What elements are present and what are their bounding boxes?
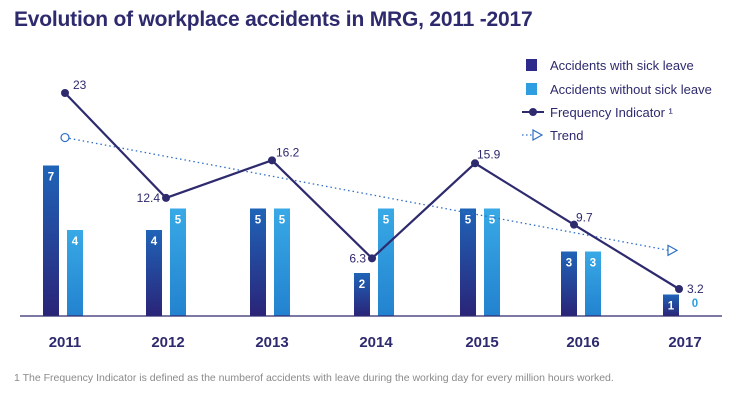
frequency-point-2014: [368, 254, 376, 263]
bar-label-no-sick-leave-2013: 5: [279, 215, 286, 227]
x-axis-labels: 2011 2012 2013 2014 2015 2016 2017: [49, 334, 702, 351]
bar-label-no-sick-leave-2017: 0: [692, 298, 698, 310]
bar-no-sick-leave-2011: [67, 230, 83, 316]
bar-sick-leave-2014: [354, 273, 370, 316]
bar-sick-leave-2012: [146, 230, 162, 316]
bar-label-sick-leave-2013: 5: [255, 215, 262, 227]
legend-swatch-sick-leave: [526, 59, 537, 71]
legend-label-sick-leave: Accidents with sick leave: [550, 58, 694, 73]
frequency-point-2015: [471, 159, 479, 168]
legend-swatch-frequency-dot: [529, 108, 537, 116]
bar-sick-leave-2015: [460, 208, 476, 316]
x-tick-label-2014: 2014: [359, 334, 393, 351]
trend-end-marker: [667, 244, 679, 257]
bar-no-sick-leave-2014: [378, 208, 394, 316]
legend-swatch-no-sick-leave: [526, 83, 537, 95]
legend-label-trend: Trend: [550, 128, 583, 143]
frequency-point-2011: [61, 89, 69, 97]
frequency-point-2013: [268, 156, 276, 165]
frequency-point-2016: [570, 220, 578, 229]
frequency-label-2011: 23: [73, 78, 87, 92]
legend: Accidents with sick leave Accidents witho…: [522, 58, 712, 143]
legend-label-frequency: Frequency Indicator ¹: [550, 105, 674, 120]
bar-label-sick-leave-2016: 3: [566, 258, 572, 270]
legend-swatch-trend-marker: [532, 128, 544, 142]
frequency-label-2015: 15.9: [477, 147, 501, 161]
frequency-label-2017: 3.2: [687, 282, 704, 296]
x-tick-label-2017: 2017: [668, 334, 701, 351]
bar-label-no-sick-leave-2015: 5: [489, 215, 496, 227]
bar-label-sick-leave-2012: 4: [151, 236, 158, 248]
bar-label-sick-leave-2015: 5: [465, 215, 472, 227]
bar-sick-leave-2011: [43, 165, 59, 316]
frequency-point-2017: [675, 285, 683, 293]
bar-label-no-sick-leave-2014: 5: [383, 215, 390, 227]
bar-label-no-sick-leave-2012: 5: [175, 215, 182, 227]
bar-no-sick-leave-2016: [585, 251, 601, 316]
chart-title: Evolution of workplace accidents in MRG,…: [14, 8, 533, 31]
x-tick-label-2012: 2012: [151, 334, 184, 351]
trend-layer: [60, 132, 679, 257]
frequency-label-2014: 6.3: [349, 251, 366, 265]
x-tick-label-2011: 2011: [49, 334, 82, 351]
bar-no-sick-leave-2012: [170, 208, 186, 316]
frequency-label-2012: 12.4: [137, 191, 161, 205]
trend-line: [64, 136, 670, 252]
x-tick-label-2013: 2013: [255, 334, 288, 351]
bars-layer: 7 4 4 5 5 5 2 5 5 5 3 3 1 0: [43, 165, 698, 316]
bar-label-no-sick-leave-2016: 3: [590, 258, 596, 270]
bar-sick-leave-2016: [561, 251, 577, 316]
bar-label-no-sick-leave-2011: 4: [72, 236, 79, 248]
bar-label-sick-leave-2014: 2: [359, 279, 365, 291]
bar-no-sick-leave-2015: [484, 208, 500, 316]
x-tick-label-2016: 2016: [566, 334, 599, 351]
legend-label-no-sick-leave: Accidents without sick leave: [550, 82, 712, 97]
frequency-point-2012: [162, 193, 170, 202]
bar-label-sick-leave-2011: 7: [48, 172, 54, 184]
frequency-label-2016: 9.7: [576, 211, 593, 225]
frequency-label-2013: 16.2: [276, 145, 300, 159]
footnote: 1 The Frequency Indicator is defined as …: [14, 372, 614, 384]
bar-sick-leave-2017: [663, 294, 679, 316]
bar-sick-leave-2013: [250, 208, 266, 316]
bar-label-sick-leave-2017: 1: [668, 301, 675, 313]
bar-no-sick-leave-2013: [274, 208, 290, 316]
x-tick-label-2015: 2015: [465, 334, 498, 351]
trend-start-marker: [60, 132, 70, 143]
